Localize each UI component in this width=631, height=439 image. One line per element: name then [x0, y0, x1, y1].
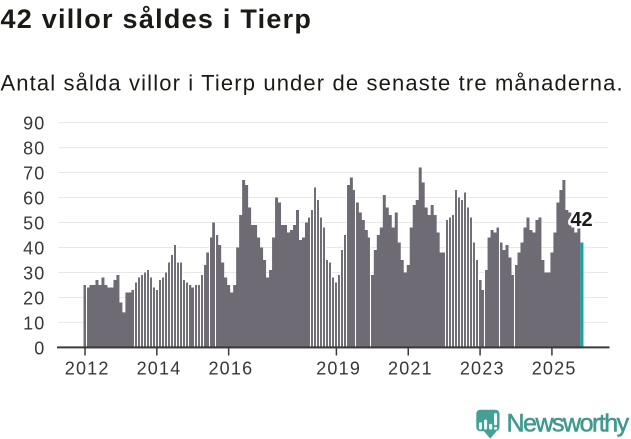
svg-text:2025: 2025: [532, 359, 577, 379]
svg-text:70: 70: [23, 164, 45, 184]
svg-text:2021: 2021: [388, 359, 433, 379]
svg-text:2023: 2023: [460, 359, 505, 379]
svg-text:20: 20: [23, 288, 45, 308]
svg-text:2014: 2014: [137, 359, 182, 379]
svg-text:60: 60: [23, 189, 45, 209]
svg-text:40: 40: [23, 238, 45, 258]
svg-text:2016: 2016: [208, 359, 253, 379]
svg-text:0: 0: [34, 338, 45, 358]
svg-text:50: 50: [23, 214, 45, 234]
svg-text:80: 80: [23, 139, 45, 159]
svg-text:42 villor såldes i Tierp: 42 villor såldes i Tierp: [1, 4, 313, 34]
svg-text:2019: 2019: [316, 359, 361, 379]
svg-text:2012: 2012: [65, 359, 110, 379]
svg-text:90: 90: [23, 114, 45, 134]
svg-text:10: 10: [23, 313, 45, 333]
svg-text:42: 42: [570, 209, 592, 231]
svg-text:Newsworthy: Newsworthy: [507, 410, 630, 438]
svg-text:30: 30: [23, 263, 45, 283]
svg-text:Antal sålda villor i Tierp und: Antal sålda villor i Tierp under de sena…: [1, 71, 624, 96]
